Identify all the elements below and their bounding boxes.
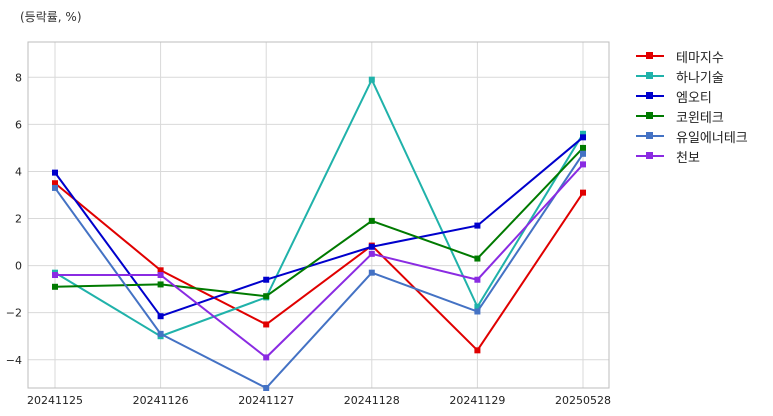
series-line (54, 136, 584, 318)
series-group (52, 76, 586, 391)
data-point (52, 283, 58, 290)
data-point (474, 347, 481, 354)
legend-swatch (634, 89, 666, 103)
y-tick-label: −4 (6, 354, 22, 367)
y-tick-label: −2 (6, 307, 22, 320)
legend-item: 코윈테크 (634, 106, 748, 126)
legend-label: 하나기술 (676, 70, 724, 86)
x-tick-label: 20250528 (555, 394, 611, 407)
data-point (157, 330, 164, 337)
x-tick-label: 20241127 (238, 394, 294, 407)
y-tick-label: 0 (15, 260, 22, 273)
plot-frame (27, 41, 610, 389)
data-point (157, 313, 164, 320)
legend-item: 엠오티 (634, 86, 748, 106)
data-point (52, 272, 58, 279)
data-point (52, 180, 58, 187)
legend-label: 천보 (676, 150, 700, 166)
series-4 (52, 144, 586, 300)
legend-swatch (634, 129, 666, 143)
data-point (368, 217, 375, 224)
legend-item: 하나기술 (634, 66, 748, 86)
series-6 (52, 161, 586, 361)
y-axis-ticks: −4 −2 0 2 4 6 8 (6, 71, 22, 366)
x-tick-label: 20241125 (27, 394, 83, 407)
series-5 (52, 150, 586, 391)
data-point (263, 385, 270, 391)
series-line (55, 163, 584, 359)
y-tick-label: 2 (15, 213, 22, 226)
data-point (263, 276, 270, 283)
data-point (263, 354, 270, 361)
data-point (368, 269, 375, 276)
data-point (580, 161, 586, 168)
data-point (580, 150, 586, 157)
data-point (580, 144, 586, 151)
data-point (474, 222, 481, 229)
data-point (580, 134, 586, 141)
data-point (157, 272, 164, 279)
series-2 (52, 76, 586, 340)
data-point (474, 255, 481, 262)
legend-swatch (634, 149, 666, 163)
x-tick-label: 20241128 (344, 394, 400, 407)
legend-label: 유일에너테크 (676, 130, 748, 146)
legend-swatch (634, 109, 666, 123)
y-unit-label: (등락률, %) (20, 10, 82, 24)
data-point (368, 243, 375, 250)
x-tick-label: 20241126 (133, 394, 189, 407)
data-point (474, 276, 481, 283)
x-axis-ticks: 20241125 20241126 20241127 20241128 20241129… (27, 394, 611, 407)
y-tick-label: 6 (15, 118, 22, 131)
legend-item: 천보 (634, 146, 748, 166)
data-point (474, 303, 481, 310)
data-point (580, 189, 586, 196)
data-point (474, 308, 481, 315)
series-line (54, 147, 584, 298)
x-tick-label: 20241129 (449, 394, 505, 407)
data-point (580, 130, 586, 137)
series-line (54, 182, 584, 352)
legend-item: 유일에너테크 (634, 126, 748, 146)
series-line (54, 153, 584, 390)
data-point (263, 293, 270, 300)
data-point (157, 267, 164, 274)
series-3 (52, 134, 586, 320)
y-tick-label: 4 (15, 165, 22, 178)
legend-item: 테마지수 (634, 46, 748, 66)
legend-label: 테마지수 (676, 50, 724, 66)
data-point (52, 184, 58, 191)
data-point (368, 76, 375, 83)
data-point (157, 281, 164, 288)
legend-label: 코윈테크 (676, 110, 724, 126)
series-line (54, 77, 584, 338)
legend-swatch (634, 49, 666, 63)
series-1 (52, 180, 586, 354)
data-point (368, 250, 375, 257)
data-point (52, 169, 58, 176)
data-point (263, 321, 270, 328)
legend-swatch (634, 69, 666, 83)
y-tick-label: 8 (15, 71, 22, 84)
legend-label: 엠오티 (676, 90, 712, 106)
grid-lines (28, 42, 609, 388)
